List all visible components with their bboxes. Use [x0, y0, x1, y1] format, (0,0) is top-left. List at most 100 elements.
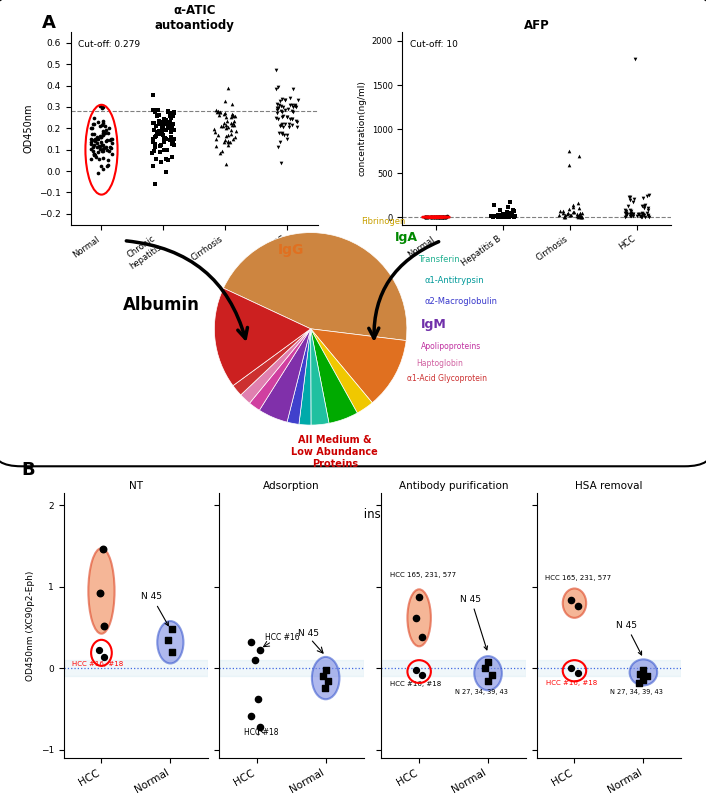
Point: [218, 135, 229, 148]
Point: [425, 211, 436, 224]
Point: [279, 94, 290, 107]
Point: [486, 668, 497, 681]
Point: [153, 124, 164, 137]
Point: [280, 94, 291, 107]
Point: [160, 124, 172, 136]
Point: [150, 130, 162, 143]
Point: [225, 116, 237, 129]
Point: [95, 130, 107, 143]
Point: [218, 107, 229, 120]
Point: [272, 98, 283, 111]
Point: [627, 209, 638, 222]
Y-axis label: OD450nm (XC90p2-Eph): OD450nm (XC90p2-Eph): [26, 570, 35, 681]
Point: [273, 81, 284, 94]
Point: [563, 145, 574, 158]
Point: [148, 133, 159, 146]
Point: [440, 211, 451, 224]
Point: [438, 211, 450, 224]
Point: [152, 103, 164, 116]
Point: [502, 211, 513, 224]
Point: [157, 120, 168, 133]
Point: [279, 104, 290, 117]
Point: [150, 152, 162, 165]
Point: [98, 139, 109, 152]
Point: [441, 210, 453, 223]
Wedge shape: [223, 233, 407, 341]
Point: [220, 107, 231, 119]
Title: AFP: AFP: [524, 19, 549, 32]
Point: [167, 107, 178, 120]
Point: [86, 136, 97, 148]
Point: [93, 152, 104, 165]
Text: Haptoglobin: Haptoglobin: [417, 359, 463, 368]
Point: [489, 199, 500, 212]
Point: [437, 210, 448, 223]
Point: [157, 124, 168, 137]
Point: [498, 208, 509, 221]
Point: [97, 128, 109, 140]
Point: [107, 137, 118, 150]
Point: [497, 209, 508, 221]
Point: [574, 209, 585, 222]
Point: [221, 115, 232, 128]
Point: [560, 209, 571, 222]
Text: HCC #18: HCC #18: [244, 728, 279, 737]
Point: [166, 623, 177, 636]
Point: [320, 663, 331, 676]
Point: [623, 199, 634, 212]
Point: [229, 119, 240, 132]
Point: [95, 131, 107, 144]
Point: [503, 211, 515, 224]
Point: [432, 211, 443, 224]
Point: [226, 119, 237, 132]
Point: [620, 211, 631, 224]
Point: [163, 120, 174, 133]
Y-axis label: OD450nm: OD450nm: [23, 103, 33, 153]
Point: [433, 210, 445, 223]
Point: [211, 140, 222, 152]
Point: [482, 674, 493, 687]
Point: [277, 106, 288, 119]
Point: [625, 207, 636, 220]
Text: N 27, 34, 39, 43: N 27, 34, 39, 43: [455, 690, 508, 695]
Point: [289, 99, 301, 112]
Bar: [537, 660, 681, 676]
Point: [97, 145, 109, 158]
Point: [438, 210, 449, 223]
Ellipse shape: [474, 656, 502, 691]
Point: [437, 211, 448, 224]
Point: [246, 709, 257, 722]
Point: [287, 112, 298, 125]
Point: [88, 139, 100, 152]
Point: [626, 210, 637, 223]
Point: [91, 140, 102, 153]
Text: α1-Acid Glycoprotein: α1-Acid Glycoprotein: [407, 375, 487, 383]
Point: [497, 209, 508, 221]
Point: [573, 209, 585, 221]
Point: [419, 211, 431, 224]
Point: [628, 192, 639, 205]
Point: [286, 119, 297, 132]
Point: [104, 141, 116, 154]
Point: [97, 126, 109, 139]
Point: [94, 142, 105, 155]
Point: [160, 132, 171, 144]
Point: [425, 211, 436, 224]
Wedge shape: [311, 329, 329, 425]
Point: [87, 121, 98, 134]
Point: [508, 205, 520, 217]
Text: Transferin: Transferin: [419, 255, 460, 264]
Text: A: A: [42, 14, 56, 32]
Wedge shape: [259, 329, 311, 422]
Point: [431, 211, 442, 224]
Point: [277, 93, 288, 106]
Point: [87, 141, 98, 154]
Point: [494, 204, 505, 217]
Point: [626, 205, 637, 217]
Point: [277, 101, 289, 114]
Ellipse shape: [312, 657, 340, 699]
Point: [275, 136, 286, 148]
Ellipse shape: [88, 549, 114, 634]
Point: [164, 119, 175, 132]
Point: [496, 210, 507, 223]
